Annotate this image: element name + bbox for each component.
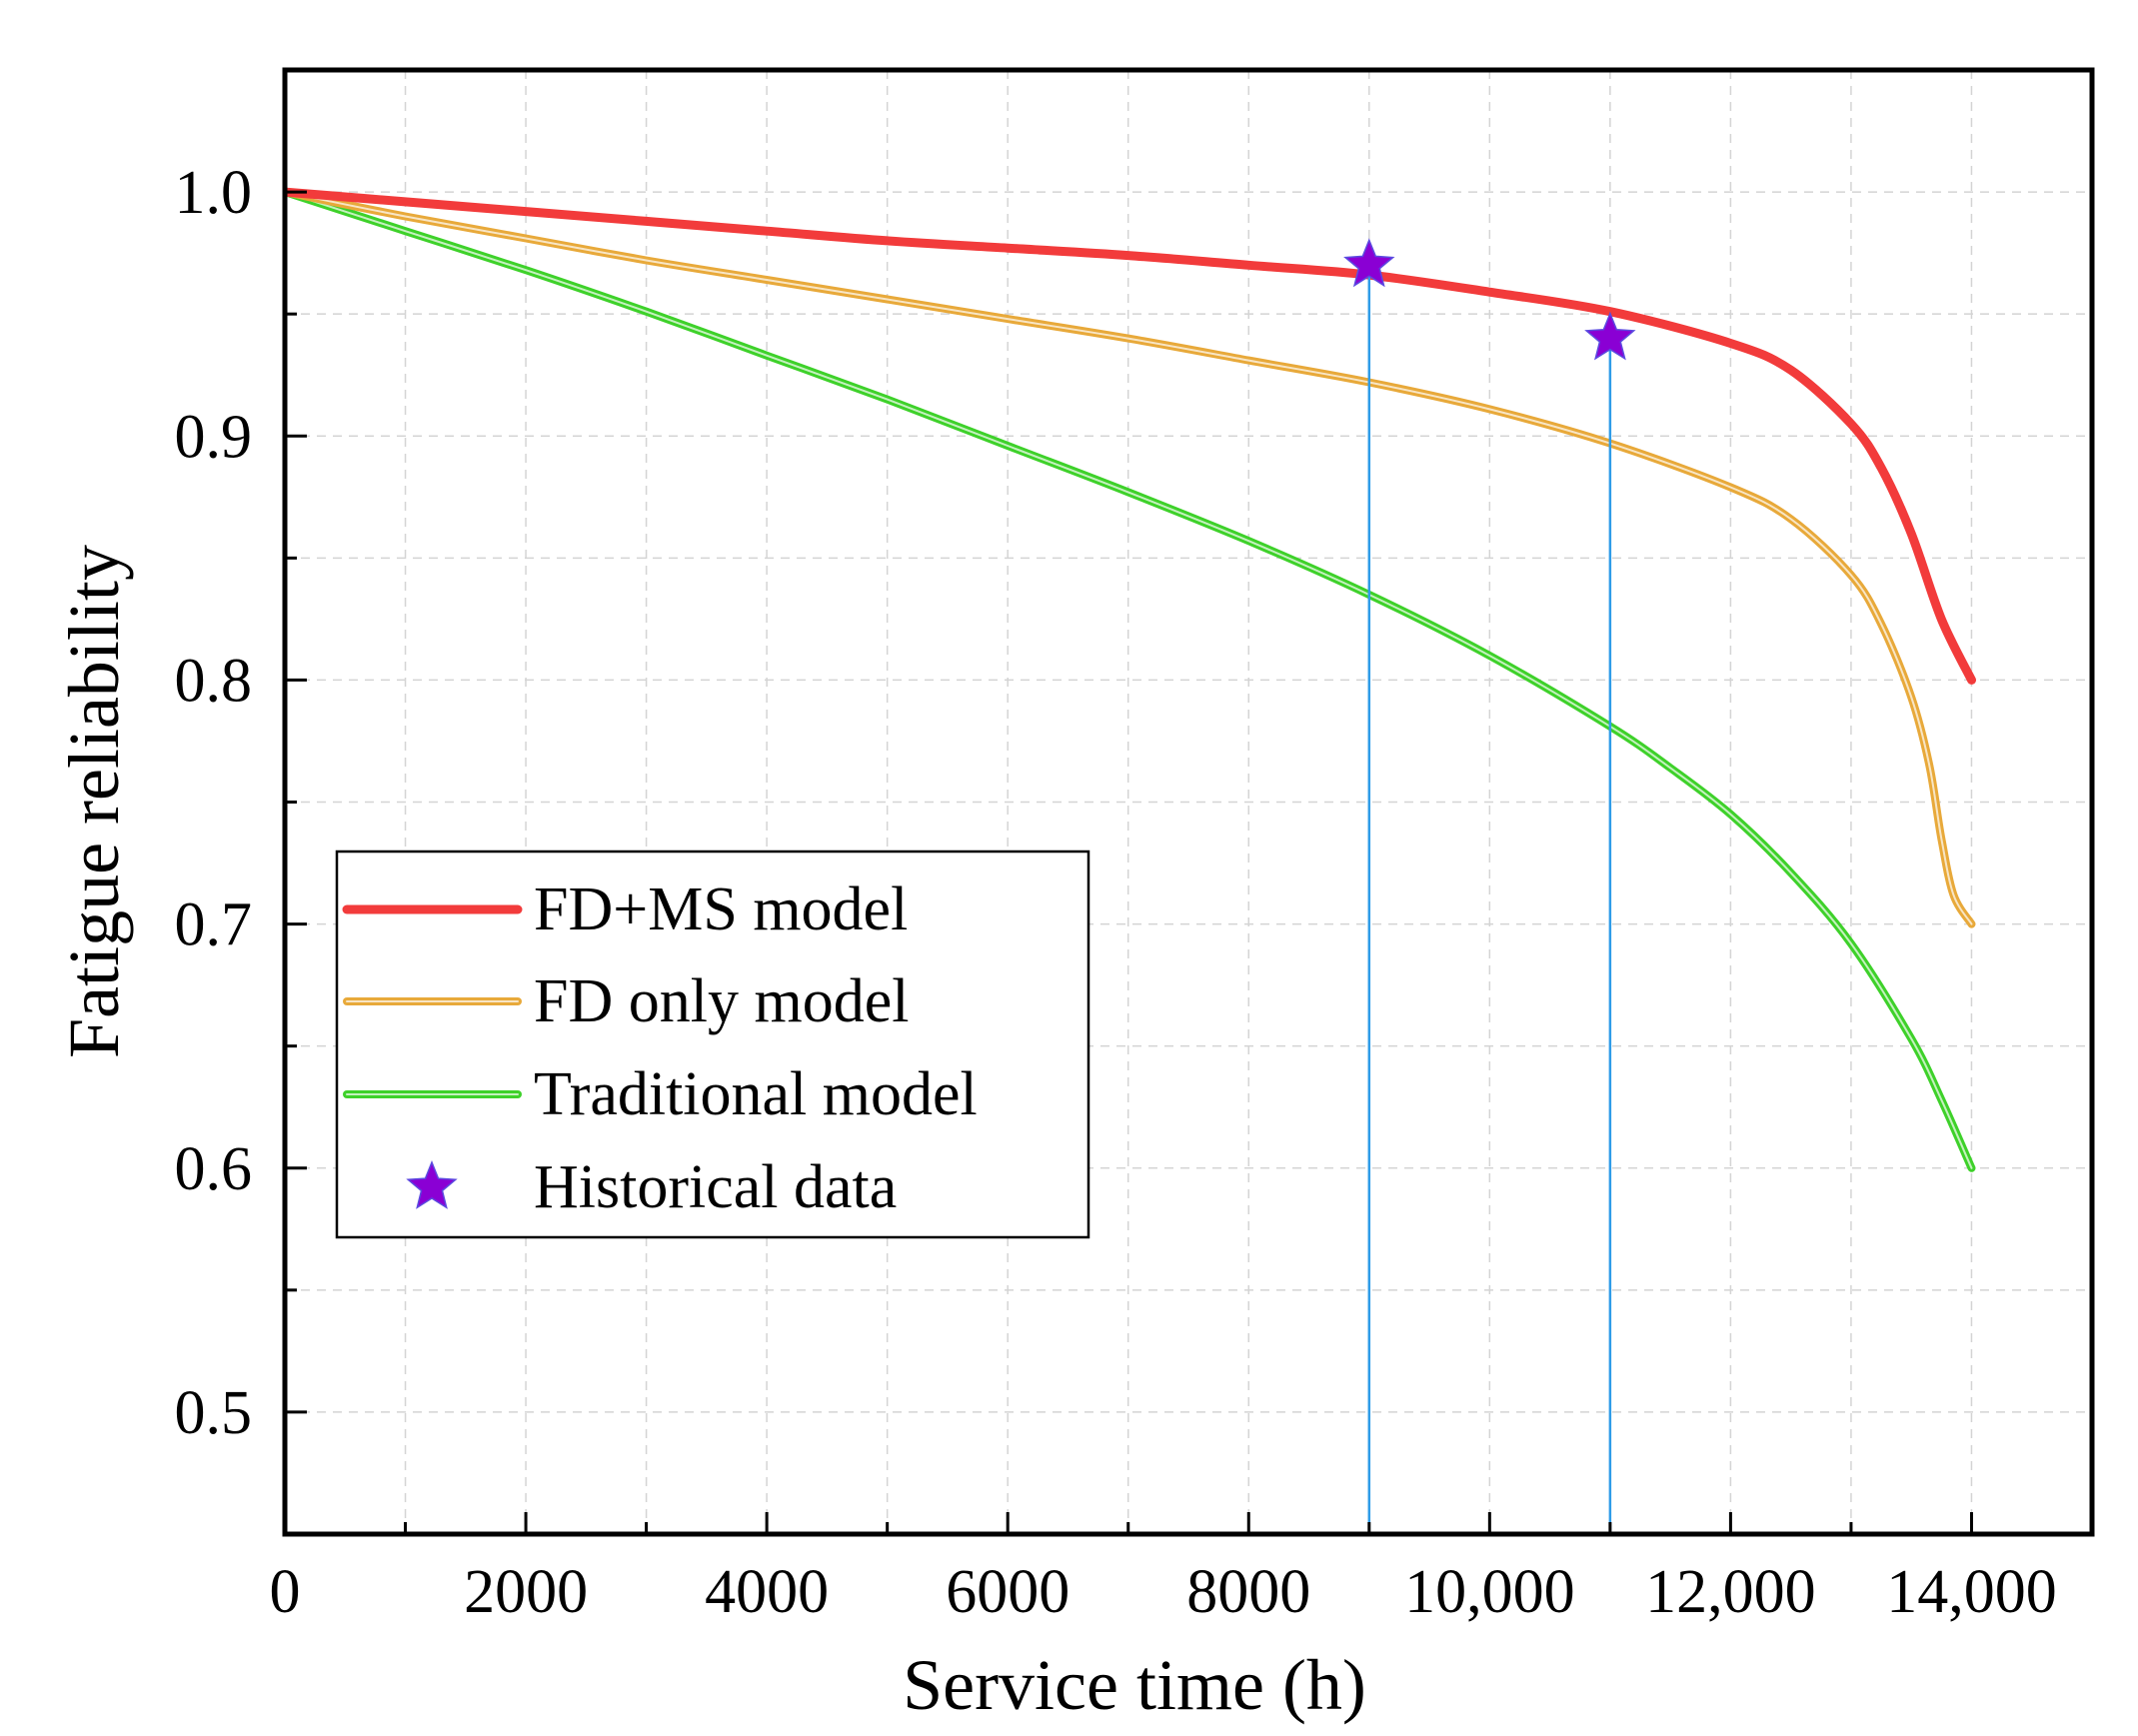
x-tick-label: 6000 (946, 1558, 1069, 1626)
y-tick-label: 0.8 (175, 647, 253, 715)
series-fd-ms-line (285, 187, 1976, 685)
y-tick-label: 0.7 (175, 891, 253, 959)
legend-label-historical: Historical data (534, 1153, 897, 1221)
grid-lines (285, 70, 2092, 1534)
x-tick-label: 0 (270, 1558, 301, 1626)
tick-labels: 0 2000 4000 6000 8000 10,000 12,000 14,000 0.5 0.… (175, 159, 2057, 1626)
historical-data-point (1584, 311, 1636, 361)
legend-swatch-historical (406, 1159, 458, 1209)
x-tick-label: 14,000 (1886, 1558, 2057, 1626)
series-traditional (285, 188, 1976, 1172)
series-traditional-line-core (285, 191, 1973, 1169)
y-tick-label: 1.0 (175, 159, 253, 227)
x-tick-label: 2000 (464, 1558, 588, 1626)
y-tick-label: 0.6 (175, 1135, 253, 1203)
historical-data-point (1343, 238, 1395, 288)
reference-lines (1367, 265, 1612, 1534)
legend-box (335, 850, 1090, 1239)
legend-label-fd-ms: FD+MS model (534, 875, 908, 943)
x-tick-label: 12,000 (1645, 1558, 1816, 1626)
series-fd-ms (285, 187, 1976, 685)
x-axis-title: Service time (h) (903, 1645, 1366, 1725)
historical-markers (1343, 238, 1636, 361)
y-tick-label: 0.5 (175, 1379, 253, 1447)
legend-swatches (342, 904, 523, 1209)
axis-ticks (285, 190, 1973, 1534)
x-tick-label: 4000 (705, 1558, 829, 1626)
x-tick-label: 8000 (1186, 1558, 1310, 1626)
y-axis-title: Fatigue reliability (54, 545, 134, 1058)
legend-label-traditional: Traditional model (534, 1060, 978, 1128)
legend: FD+MS model FD only model Traditional mo… (335, 850, 1090, 1239)
y-tick-label: 0.9 (175, 403, 253, 471)
x-tick-label: 10,000 (1404, 1558, 1575, 1626)
legend-label-fd-only: FD only model (534, 967, 909, 1035)
